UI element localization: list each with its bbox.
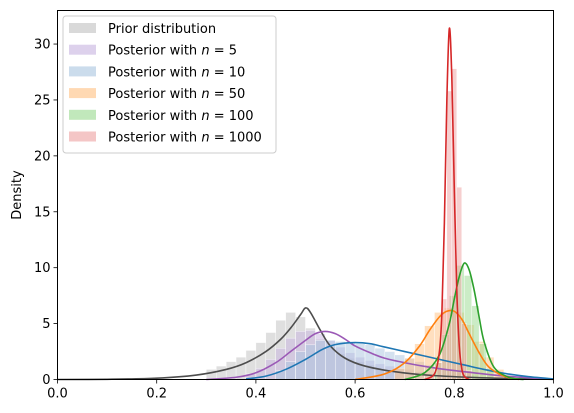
x-tick-label: 0.8 xyxy=(444,387,465,402)
density-curve xyxy=(206,330,554,381)
plot-frame xyxy=(57,10,554,380)
legend-label-part: = 1000 xyxy=(210,131,262,146)
legend-label-part: = 5 xyxy=(210,44,237,59)
y-tick-label: 30 xyxy=(34,38,51,53)
histogram-bar xyxy=(206,369,217,380)
legend-swatch xyxy=(69,131,96,142)
histogram-bar xyxy=(305,344,316,380)
histogram-bar xyxy=(394,368,405,380)
y-tick-label: 15 xyxy=(34,205,51,220)
legend-label-part: Posterior with xyxy=(108,87,201,102)
x-axis: 0.0 0.2 0.4 0.6 0.8 1.0 xyxy=(47,379,564,402)
legend-label: Posterior with n = 50 xyxy=(108,87,245,102)
histogram-bar xyxy=(384,351,395,380)
legend-swatch xyxy=(69,23,96,33)
x-tick-label: 0.4 xyxy=(246,387,267,402)
density-curve xyxy=(245,341,554,380)
y-axis: 0 5 10 15 20 25 30 xyxy=(34,38,58,388)
x-tick-label: 0.2 xyxy=(146,387,167,402)
y-tick-label: 20 xyxy=(34,149,51,164)
density-curve xyxy=(404,262,524,381)
legend-box xyxy=(62,15,277,154)
y-axis-label: Density xyxy=(10,170,25,220)
legend-label-part: = 50 xyxy=(210,87,246,102)
legend-swatch xyxy=(69,66,96,77)
density-curve xyxy=(424,27,470,381)
legend-label: Posterior with n = 5 xyxy=(108,44,237,59)
histogram-bar xyxy=(315,340,326,380)
density-curve xyxy=(57,307,554,381)
density-curves-layer xyxy=(57,27,554,381)
histogram-bar xyxy=(364,344,376,380)
x-tick-label: 0.0 xyxy=(47,387,68,402)
legend-label-part: n xyxy=(201,109,209,124)
legend-label: Prior distribution xyxy=(108,22,216,37)
legend-label-part: = 100 xyxy=(210,109,254,124)
legend-swatch xyxy=(69,44,96,55)
histogram-bar xyxy=(216,365,227,380)
y-tick-label: 10 xyxy=(34,261,51,276)
y-tick-label: 0 xyxy=(42,373,50,388)
legend-label: Posterior with n = 100 xyxy=(108,109,254,124)
histogram-bar xyxy=(335,341,346,380)
legend-label-part: n xyxy=(201,44,209,59)
x-tick-label: 1.0 xyxy=(543,387,564,402)
legend-swatch xyxy=(69,88,96,99)
legend-label-part: = 10 xyxy=(210,65,246,80)
histogram-bar xyxy=(446,90,453,380)
legend-label-part: n xyxy=(201,65,209,80)
legend-label-part: Posterior with xyxy=(108,44,201,59)
legend-label: Posterior with n = 1000 xyxy=(108,131,262,146)
legend-swatch xyxy=(69,109,96,120)
histogram-bar xyxy=(295,351,306,380)
histogram-bar xyxy=(285,361,296,380)
legend-label-part: n xyxy=(201,131,209,146)
legend-label-part: Posterior with xyxy=(108,131,201,146)
y-tick-label: 25 xyxy=(34,93,51,108)
legend-label-part: n xyxy=(201,87,209,102)
y-tick-label: 5 xyxy=(42,317,50,332)
legend-label-part: Posterior with xyxy=(108,65,201,80)
legend-label: Posterior with n = 10 xyxy=(108,65,245,80)
density-curve xyxy=(354,309,519,381)
x-tick-label: 0.6 xyxy=(345,387,366,402)
legend-label-part: Posterior with xyxy=(108,109,201,124)
